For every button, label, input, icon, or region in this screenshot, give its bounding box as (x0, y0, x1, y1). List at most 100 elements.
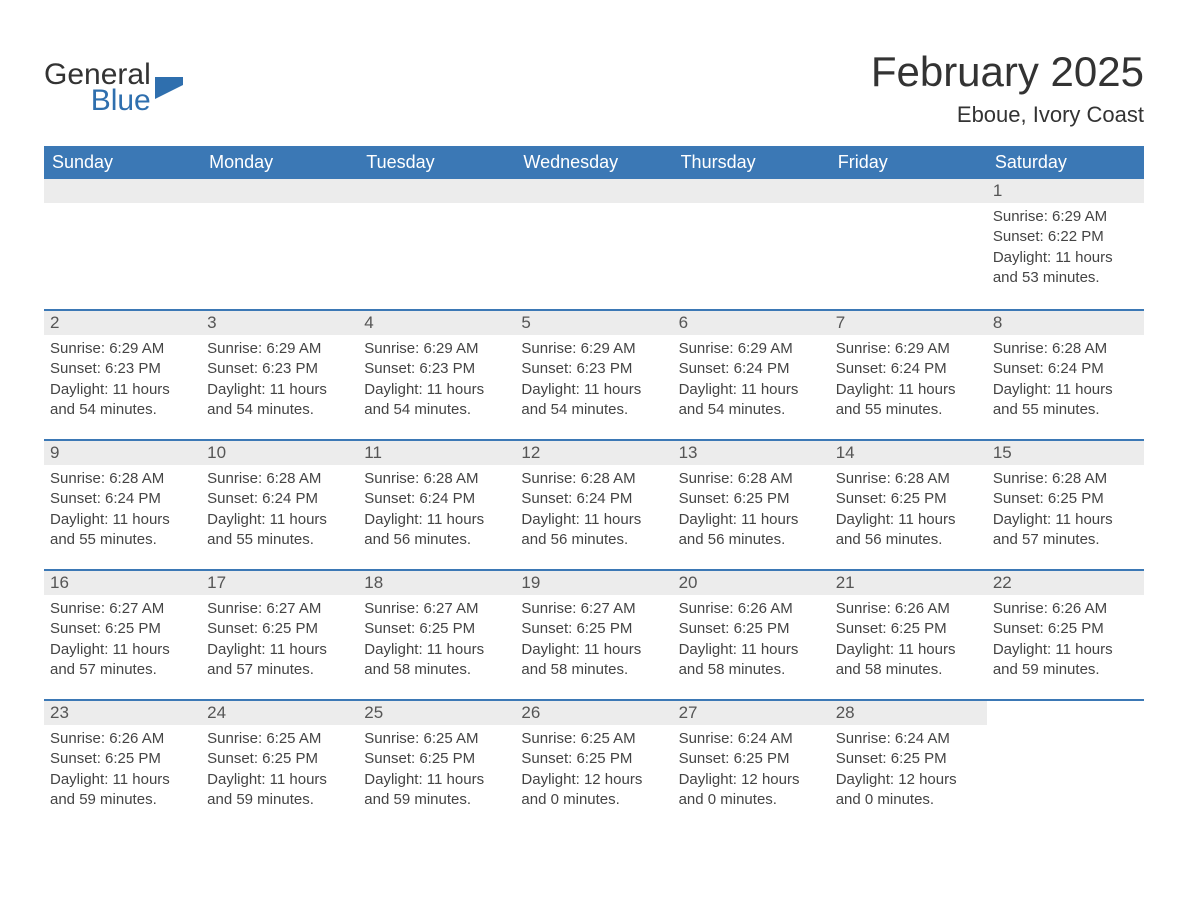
day-content: Sunrise: 6:29 AMSunset: 6:23 PMDaylight:… (44, 335, 201, 432)
logo-text: General Blue (44, 60, 151, 116)
day-number (44, 179, 201, 203)
title-block: February 2025 Eboue, Ivory Coast (871, 48, 1144, 128)
day-cell: 16Sunrise: 6:27 AMSunset: 6:25 PMDayligh… (44, 571, 201, 699)
day-cell: 27Sunrise: 6:24 AMSunset: 6:25 PMDayligh… (673, 701, 830, 829)
daylight-text: Daylight: 11 hours and 55 minutes. (993, 380, 1138, 421)
day-number: 2 (44, 311, 201, 335)
daylight-text: Daylight: 11 hours and 55 minutes. (207, 510, 352, 551)
sunrise-text: Sunrise: 6:27 AM (207, 599, 352, 619)
day-cell: 20Sunrise: 6:26 AMSunset: 6:25 PMDayligh… (673, 571, 830, 699)
sunset-text: Sunset: 6:24 PM (836, 359, 981, 379)
sunrise-text: Sunrise: 6:28 AM (993, 339, 1138, 359)
sunset-text: Sunset: 6:24 PM (50, 489, 195, 509)
sunset-text: Sunset: 6:25 PM (993, 619, 1138, 639)
day-content: Sunrise: 6:28 AMSunset: 6:25 PMDaylight:… (987, 465, 1144, 562)
daylight-text: Daylight: 11 hours and 54 minutes. (364, 380, 509, 421)
day-cell: 22Sunrise: 6:26 AMSunset: 6:25 PMDayligh… (987, 571, 1144, 699)
sunset-text: Sunset: 6:25 PM (679, 489, 824, 509)
week-row: 23Sunrise: 6:26 AMSunset: 6:25 PMDayligh… (44, 699, 1144, 829)
daylight-text: Daylight: 11 hours and 57 minutes. (50, 640, 195, 681)
day-number (830, 179, 987, 203)
day-cell (201, 179, 358, 309)
daylight-text: Daylight: 11 hours and 59 minutes. (364, 770, 509, 811)
day-cell: 3Sunrise: 6:29 AMSunset: 6:23 PMDaylight… (201, 311, 358, 439)
day-number: 6 (673, 311, 830, 335)
sunset-text: Sunset: 6:25 PM (836, 489, 981, 509)
daylight-text: Daylight: 11 hours and 59 minutes. (207, 770, 352, 811)
weekday-monday: Monday (201, 146, 358, 179)
day-content: Sunrise: 6:29 AMSunset: 6:23 PMDaylight:… (358, 335, 515, 432)
day-content: Sunrise: 6:26 AMSunset: 6:25 PMDaylight:… (44, 725, 201, 822)
daylight-text: Daylight: 11 hours and 58 minutes. (364, 640, 509, 681)
calendar: Sunday Monday Tuesday Wednesday Thursday… (44, 146, 1144, 829)
sunset-text: Sunset: 6:25 PM (521, 749, 666, 769)
sunrise-text: Sunrise: 6:28 AM (207, 469, 352, 489)
sunrise-text: Sunrise: 6:29 AM (679, 339, 824, 359)
sunrise-text: Sunrise: 6:27 AM (50, 599, 195, 619)
sunset-text: Sunset: 6:25 PM (836, 749, 981, 769)
day-number: 28 (830, 701, 987, 725)
day-content (515, 203, 672, 293)
sunrise-text: Sunrise: 6:26 AM (836, 599, 981, 619)
sunset-text: Sunset: 6:22 PM (993, 227, 1138, 247)
day-cell: 1Sunrise: 6:29 AMSunset: 6:22 PMDaylight… (987, 179, 1144, 309)
sunrise-text: Sunrise: 6:29 AM (50, 339, 195, 359)
daylight-text: Daylight: 11 hours and 57 minutes. (207, 640, 352, 681)
day-number: 24 (201, 701, 358, 725)
day-cell: 26Sunrise: 6:25 AMSunset: 6:25 PMDayligh… (515, 701, 672, 829)
sunrise-text: Sunrise: 6:28 AM (679, 469, 824, 489)
sunrise-text: Sunrise: 6:26 AM (993, 599, 1138, 619)
sunrise-text: Sunrise: 6:29 AM (207, 339, 352, 359)
sunset-text: Sunset: 6:23 PM (521, 359, 666, 379)
day-cell: 18Sunrise: 6:27 AMSunset: 6:25 PMDayligh… (358, 571, 515, 699)
day-cell: 19Sunrise: 6:27 AMSunset: 6:25 PMDayligh… (515, 571, 672, 699)
day-content: Sunrise: 6:27 AMSunset: 6:25 PMDaylight:… (44, 595, 201, 692)
week-row: 16Sunrise: 6:27 AMSunset: 6:25 PMDayligh… (44, 569, 1144, 699)
daylight-text: Daylight: 11 hours and 54 minutes. (679, 380, 824, 421)
day-content: Sunrise: 6:28 AMSunset: 6:25 PMDaylight:… (830, 465, 987, 562)
day-number: 11 (358, 441, 515, 465)
day-content: Sunrise: 6:27 AMSunset: 6:25 PMDaylight:… (358, 595, 515, 692)
day-content: Sunrise: 6:28 AMSunset: 6:24 PMDaylight:… (515, 465, 672, 562)
day-cell: 9Sunrise: 6:28 AMSunset: 6:24 PMDaylight… (44, 441, 201, 569)
day-cell: 4Sunrise: 6:29 AMSunset: 6:23 PMDaylight… (358, 311, 515, 439)
day-cell: 6Sunrise: 6:29 AMSunset: 6:24 PMDaylight… (673, 311, 830, 439)
day-cell (830, 179, 987, 309)
sunset-text: Sunset: 6:25 PM (679, 619, 824, 639)
day-content: Sunrise: 6:25 AMSunset: 6:25 PMDaylight:… (358, 725, 515, 822)
day-cell: 7Sunrise: 6:29 AMSunset: 6:24 PMDaylight… (830, 311, 987, 439)
sunset-text: Sunset: 6:25 PM (50, 749, 195, 769)
day-content: Sunrise: 6:29 AMSunset: 6:22 PMDaylight:… (987, 203, 1144, 300)
day-content: Sunrise: 6:25 AMSunset: 6:25 PMDaylight:… (201, 725, 358, 822)
day-number: 26 (515, 701, 672, 725)
day-content (830, 203, 987, 293)
day-content: Sunrise: 6:26 AMSunset: 6:25 PMDaylight:… (673, 595, 830, 692)
day-cell: 8Sunrise: 6:28 AMSunset: 6:24 PMDaylight… (987, 311, 1144, 439)
sunrise-text: Sunrise: 6:24 AM (679, 729, 824, 749)
sunset-text: Sunset: 6:25 PM (364, 619, 509, 639)
sunrise-text: Sunrise: 6:29 AM (993, 207, 1138, 227)
sunset-text: Sunset: 6:24 PM (207, 489, 352, 509)
day-cell: 11Sunrise: 6:28 AMSunset: 6:24 PMDayligh… (358, 441, 515, 569)
day-number: 20 (673, 571, 830, 595)
day-cell (44, 179, 201, 309)
weekday-header: Sunday Monday Tuesday Wednesday Thursday… (44, 146, 1144, 179)
daylight-text: Daylight: 12 hours and 0 minutes. (521, 770, 666, 811)
day-number: 22 (987, 571, 1144, 595)
day-content (673, 203, 830, 293)
sunset-text: Sunset: 6:23 PM (207, 359, 352, 379)
daylight-text: Daylight: 11 hours and 54 minutes. (207, 380, 352, 421)
day-cell: 10Sunrise: 6:28 AMSunset: 6:24 PMDayligh… (201, 441, 358, 569)
sunset-text: Sunset: 6:25 PM (679, 749, 824, 769)
daylight-text: Daylight: 11 hours and 56 minutes. (836, 510, 981, 551)
sunset-text: Sunset: 6:23 PM (50, 359, 195, 379)
daylight-text: Daylight: 11 hours and 58 minutes. (836, 640, 981, 681)
header-area: General Blue February 2025 Eboue, Ivory … (44, 48, 1144, 128)
daylight-text: Daylight: 11 hours and 55 minutes. (836, 380, 981, 421)
sunset-text: Sunset: 6:25 PM (836, 619, 981, 639)
sunrise-text: Sunrise: 6:26 AM (50, 729, 195, 749)
daylight-text: Daylight: 11 hours and 56 minutes. (364, 510, 509, 551)
sunrise-text: Sunrise: 6:28 AM (521, 469, 666, 489)
sunrise-text: Sunrise: 6:29 AM (364, 339, 509, 359)
location-label: Eboue, Ivory Coast (871, 102, 1144, 128)
